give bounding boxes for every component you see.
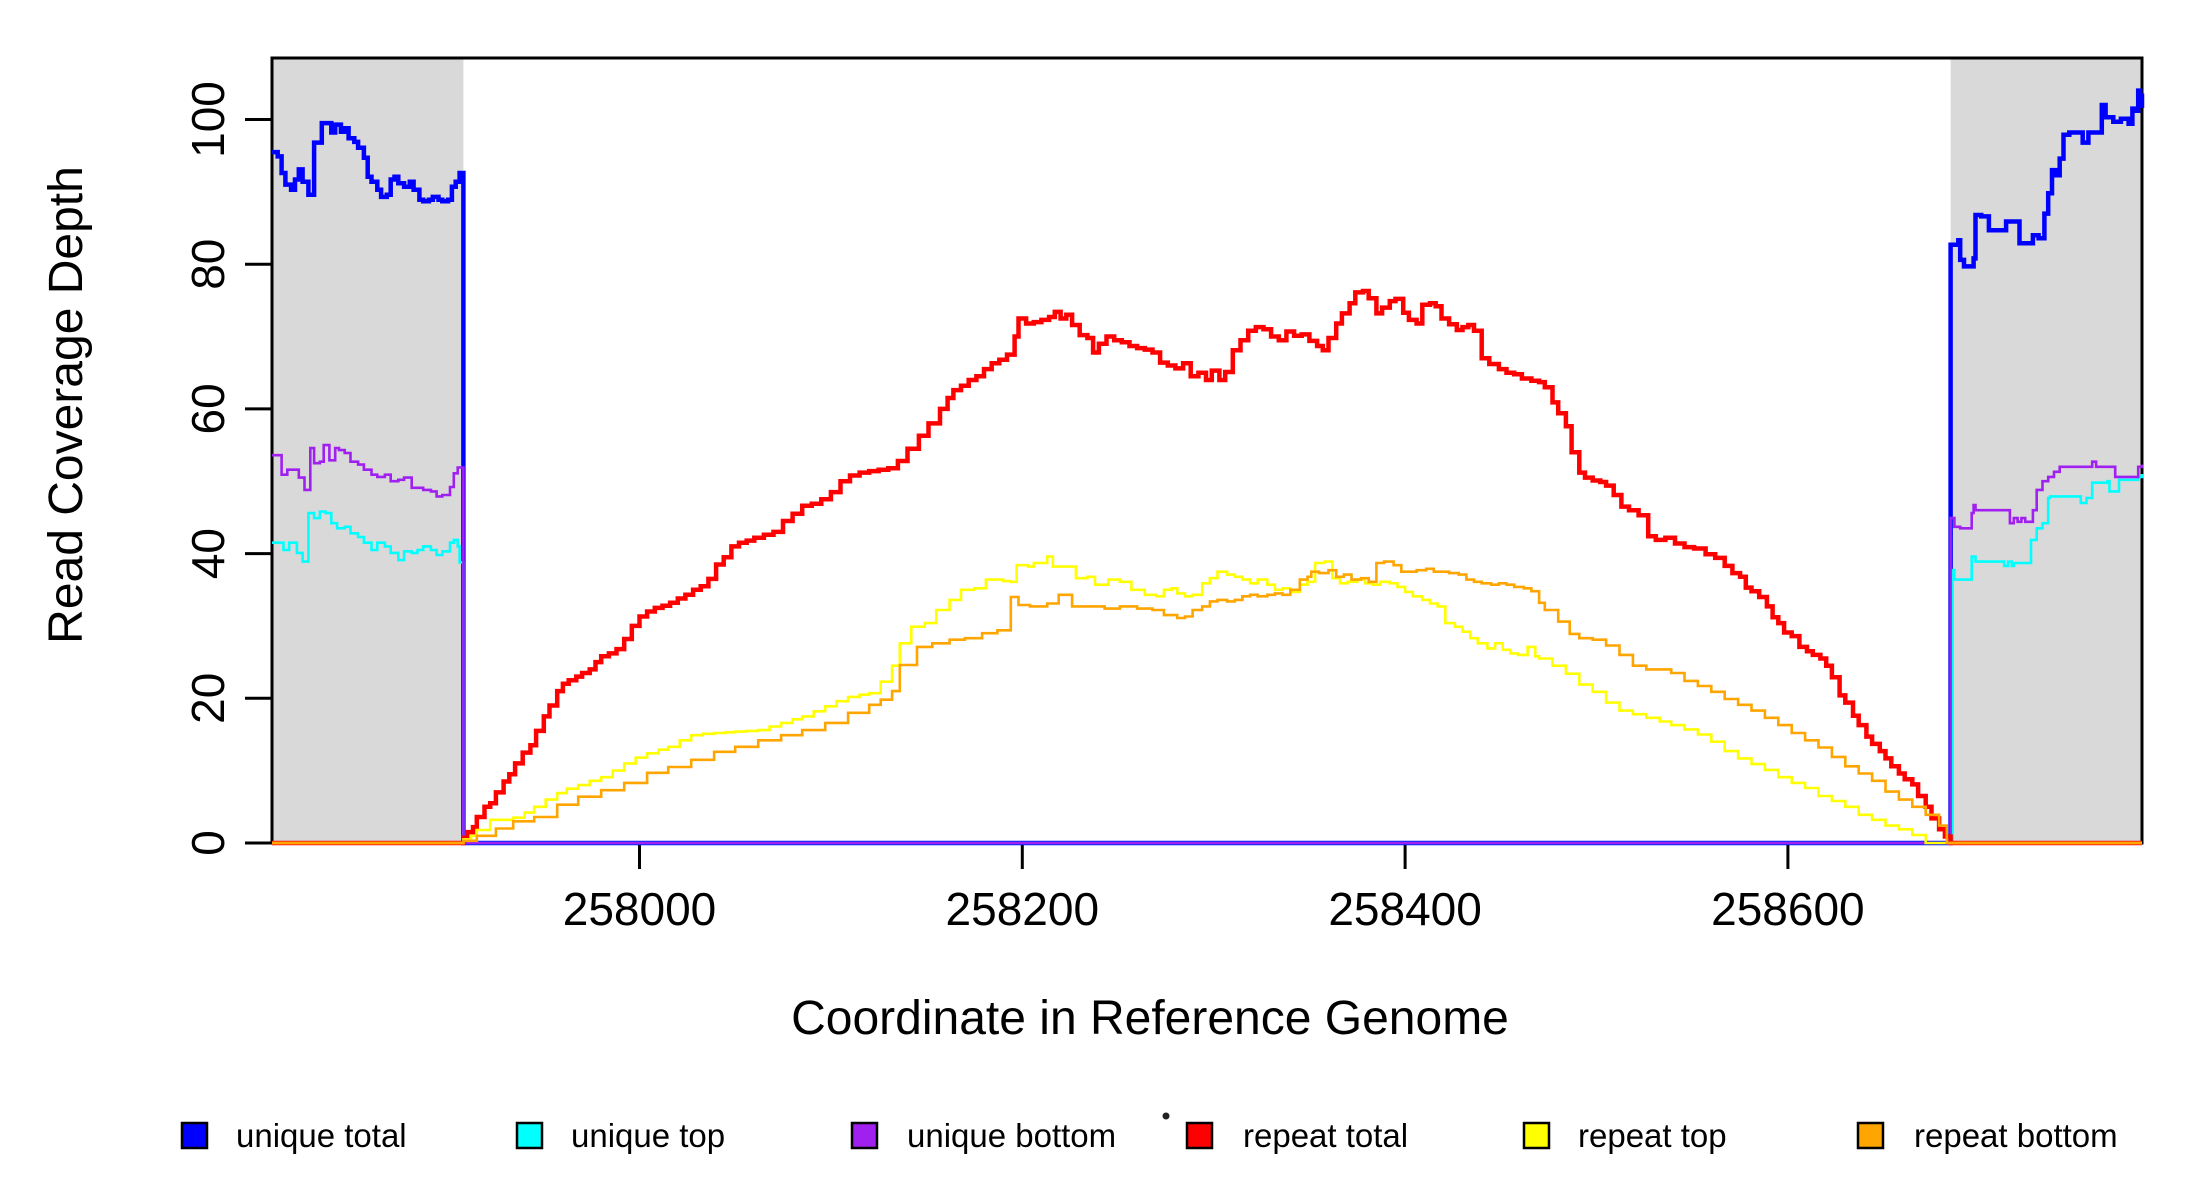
legend-label-unique-top: unique top — [571, 1117, 725, 1154]
x-tick-label-258200: 258200 — [946, 883, 1100, 935]
series-repeat-bottom-line — [272, 560, 2142, 845]
series-lines — [272, 88, 2145, 846]
series-unique-total-line — [272, 88, 2145, 846]
y-tick-label-40: 40 — [182, 528, 234, 579]
y-axis-title: Read Coverage Depth — [40, 166, 93, 644]
x-tick-label-258000: 258000 — [563, 883, 717, 935]
legend-item-repeat-top: repeat top — [1522, 1117, 1727, 1154]
shaded-regions — [272, 58, 2142, 843]
series-unique-bottom-line — [272, 443, 2144, 845]
legend-label-repeat-top: repeat top — [1578, 1117, 1727, 1154]
legend-item-repeat-total: repeat total — [1185, 1117, 1408, 1154]
legend-swatch-unique-bottom — [850, 1121, 879, 1150]
shaded-region-2 — [1950, 58, 2142, 843]
y-tick-label-0: 0 — [182, 830, 234, 856]
legend-swatch-unique-top — [515, 1121, 544, 1150]
x-tick-label-258600: 258600 — [1711, 883, 1865, 935]
legend-item-unique-total: unique total — [180, 1117, 407, 1154]
y-tick-label-100: 100 — [182, 81, 234, 158]
series-unique-top-line — [272, 474, 2144, 845]
legend-swatch-repeat-bottom — [1856, 1121, 1885, 1150]
series-repeat-top-line — [272, 555, 2142, 845]
y-tick-label-80: 80 — [182, 239, 234, 290]
legend-swatch-repeat-total — [1185, 1121, 1214, 1150]
legend-item-unique-top: unique top — [515, 1117, 725, 1154]
legend: unique total unique top unique bottom repea… — [180, 1117, 2118, 1154]
y-tick-label-60: 60 — [182, 383, 234, 434]
y-tick-label-20: 20 — [182, 673, 234, 724]
legend-label-repeat-bottom: repeat bottom — [1914, 1117, 2118, 1154]
legend-label-repeat-total: repeat total — [1243, 1117, 1408, 1154]
shaded-region-1 — [272, 58, 464, 843]
legend-swatch-unique-total — [180, 1121, 209, 1150]
x-tick-label-258400: 258400 — [1328, 883, 1482, 935]
x-axis-title: Coordinate in Reference Genome — [791, 992, 1509, 1045]
series-repeat-total-line — [272, 288, 2142, 846]
legend-swatch-repeat-top — [1522, 1121, 1551, 1150]
legend-item-unique-bottom: unique bottom — [850, 1117, 1116, 1154]
legend-label-unique-total: unique total — [236, 1117, 407, 1154]
legend-label-unique-bottom: unique bottom — [907, 1117, 1116, 1154]
legend-stray-dot — [1162, 1112, 1170, 1120]
legend-item-repeat-bottom: repeat bottom — [1856, 1117, 2118, 1154]
axis-ticks: 258000 258200 258400 258600 0 20 40 60 80 100 — [182, 81, 1865, 935]
